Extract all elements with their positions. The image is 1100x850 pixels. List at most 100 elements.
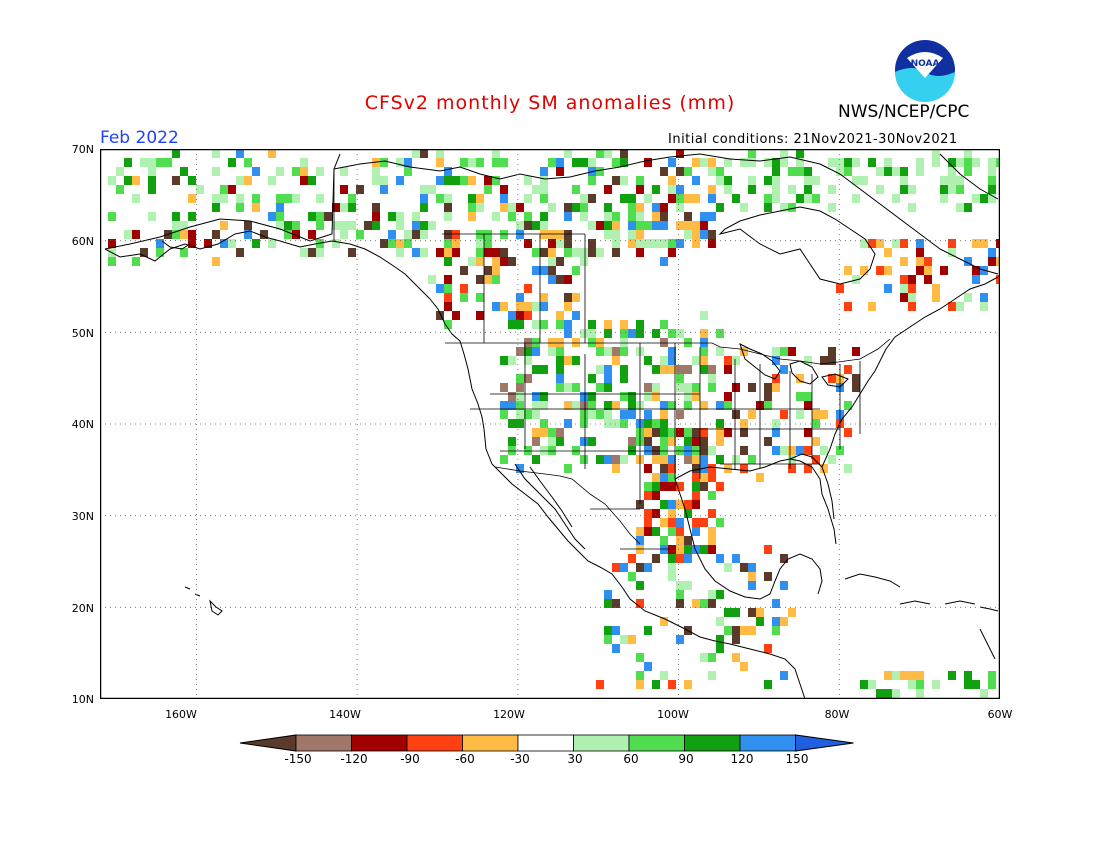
anomaly-cell: [476, 257, 484, 266]
anomaly-cell: [908, 671, 916, 680]
anomaly-cell: [508, 437, 516, 446]
anomaly-cell: [788, 608, 796, 617]
anomaly-cell: [516, 464, 524, 473]
anomaly-cell: [692, 230, 700, 239]
anomaly-cell: [420, 221, 428, 230]
anomaly-cells: [108, 149, 1000, 699]
anomaly-cell: [444, 194, 452, 203]
anomaly-cell: [684, 221, 692, 230]
anomaly-cell: [700, 365, 708, 374]
anomaly-cell: [716, 428, 724, 437]
anomaly-cell: [356, 185, 364, 194]
anomaly-cell: [620, 365, 628, 374]
lon-label: 100W: [657, 708, 689, 721]
anomaly-cell: [676, 365, 684, 374]
anomaly-cell: [724, 365, 732, 374]
anomaly-cell: [684, 437, 692, 446]
anomaly-cell: [684, 446, 692, 455]
anomaly-cell: [764, 383, 772, 392]
anomaly-cell: [804, 356, 812, 365]
anomaly-cell: [484, 248, 492, 257]
anomaly-cell: [532, 410, 540, 419]
anomaly-cell: [812, 437, 820, 446]
anomaly-cell: [516, 203, 524, 212]
anomaly-cell: [556, 365, 564, 374]
anomaly-cell: [892, 671, 900, 680]
anomaly-cell: [908, 275, 916, 284]
anomaly-cell: [220, 194, 228, 203]
anomaly-cell: [780, 581, 788, 590]
anomaly-cell: [668, 428, 676, 437]
anomaly-cell: [188, 176, 196, 185]
anomaly-cell: [628, 554, 636, 563]
anomaly-cell: [748, 626, 756, 635]
anomaly-cell: [900, 239, 908, 248]
anomaly-cell: [580, 419, 588, 428]
anomaly-cell: [692, 356, 700, 365]
anomaly-cell: [420, 203, 428, 212]
anomaly-cell: [828, 347, 836, 356]
anomaly-cell: [548, 266, 556, 275]
anomaly-cell: [588, 248, 596, 257]
anomaly-cell: [980, 302, 988, 311]
anomaly-cell: [500, 248, 508, 257]
anomaly-cell: [716, 518, 724, 527]
anomaly-cell: [972, 275, 980, 284]
anomaly-cell: [620, 455, 628, 464]
anomaly-cell: [620, 338, 628, 347]
anomaly-cell: [604, 320, 612, 329]
lon-label: 140W: [329, 708, 361, 721]
anomaly-cell: [548, 428, 556, 437]
anomaly-cell: [508, 419, 516, 428]
anomaly-cell: [724, 428, 732, 437]
anomaly-cell: [708, 158, 716, 167]
anomaly-cell: [492, 275, 500, 284]
anomaly-cell: [660, 464, 668, 473]
anomaly-cell: [772, 167, 780, 176]
anomaly-cell: [652, 455, 660, 464]
anomaly-cell: [108, 176, 116, 185]
anomaly-cell: [108, 212, 116, 221]
anomaly-cell: [788, 464, 796, 473]
anomaly-cell: [212, 230, 220, 239]
anomaly-cell: [692, 437, 700, 446]
anomaly-cell: [700, 221, 708, 230]
anomaly-cell: [980, 239, 988, 248]
anomaly-cell: [644, 563, 652, 572]
anomaly-cell: [116, 185, 124, 194]
anomaly-cell: [684, 455, 692, 464]
anomaly-cell: [612, 455, 620, 464]
anomaly-cell: [700, 455, 708, 464]
anomaly-cell: [508, 401, 516, 410]
anomaly-cell: [924, 275, 932, 284]
anomaly-cell: [644, 662, 652, 671]
anomaly-cell: [812, 176, 820, 185]
anomaly-cell: [612, 347, 620, 356]
anomaly-cell: [628, 212, 636, 221]
colorbar-segment: [462, 734, 519, 752]
anomaly-cell: [364, 221, 372, 230]
anomaly-cell: [308, 212, 316, 221]
anomaly-cell: [772, 599, 780, 608]
anomaly-cell: [684, 536, 692, 545]
anomaly-cell: [252, 194, 260, 203]
anomaly-cell: [124, 176, 132, 185]
anomaly-cell: [244, 176, 252, 185]
anomaly-cell: [452, 176, 460, 185]
anomaly-cell: [916, 158, 924, 167]
anomaly-cell: [780, 617, 788, 626]
anomaly-cell: [556, 230, 564, 239]
colorbar-segment: [684, 734, 741, 752]
anomaly-cell: [116, 167, 124, 176]
anomaly-cell: [908, 284, 916, 293]
anomaly-cell: [644, 482, 652, 491]
anomaly-cell: [444, 212, 452, 221]
anomaly-cell: [900, 257, 908, 266]
lon-label: 80W: [824, 708, 850, 721]
anomaly-cell: [508, 311, 516, 320]
anomaly-cell: [708, 527, 716, 536]
anomaly-cell: [644, 437, 652, 446]
anomaly-cell: [764, 194, 772, 203]
anomaly-cell: [964, 149, 972, 158]
anomaly-cell: [740, 662, 748, 671]
